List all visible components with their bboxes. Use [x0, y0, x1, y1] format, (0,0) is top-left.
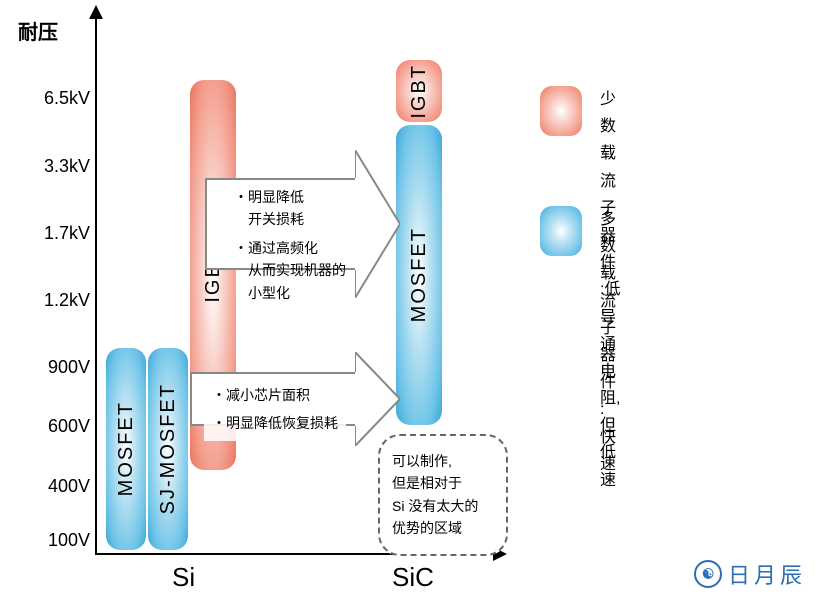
lower-annotation: ・减小芯片面积・明显降低恢复损耗: [204, 378, 346, 441]
y-tick-1: 3.3kV: [0, 156, 90, 177]
sic-mosfet-bar-label: MOSFET: [408, 227, 431, 322]
y-tick-5: 600V: [0, 416, 90, 437]
majority-carrier-swatch: [540, 206, 582, 256]
minority-carrier-swatch: [540, 86, 582, 136]
x-label-0: Si: [172, 562, 195, 593]
si-mosfet-bar-label: MOSFET: [115, 401, 138, 496]
y-tick-4: 900V: [0, 357, 90, 378]
upper-annotation: ・明显降低 开关损耗・通过高频化 从而实现机器的 小型化: [234, 186, 346, 304]
watermark-text: 日月辰: [728, 558, 806, 590]
y-tick-7: 100V: [0, 530, 90, 551]
watermark-logo-icon: ☯: [694, 560, 722, 588]
y-axis: [95, 15, 97, 555]
dashed-note-region: 可以制作,但是相对于Si 没有太大的优势的区域: [378, 434, 508, 556]
watermark: ☯ 日月辰: [694, 558, 806, 590]
sic-igbt-bar: IGBT: [396, 60, 442, 122]
si-sj-mosfet-bar-label: SJ-MOSFET: [157, 383, 180, 514]
sic-igbt-bar-label: IGBT: [408, 64, 431, 119]
y-tick-0: 6.5kV: [0, 88, 90, 109]
y-tick-2: 1.7kV: [0, 223, 90, 244]
y-axis-arrow-icon: [89, 5, 103, 19]
y-axis-title: 耐压: [18, 16, 58, 45]
sic-mosfet-bar: MOSFET: [396, 125, 442, 425]
y-tick-3: 1.2kV: [0, 290, 90, 311]
y-tick-6: 400V: [0, 476, 90, 497]
x-label-1: SiC: [392, 562, 434, 593]
si-mosfet-bar: MOSFET: [106, 348, 146, 550]
voltage-device-chart: 耐压 6.5kV3.3kV1.7kV1.2kV900V600V400V100V …: [0, 0, 818, 598]
si-sj-mosfet-bar: SJ-MOSFET: [148, 348, 188, 550]
